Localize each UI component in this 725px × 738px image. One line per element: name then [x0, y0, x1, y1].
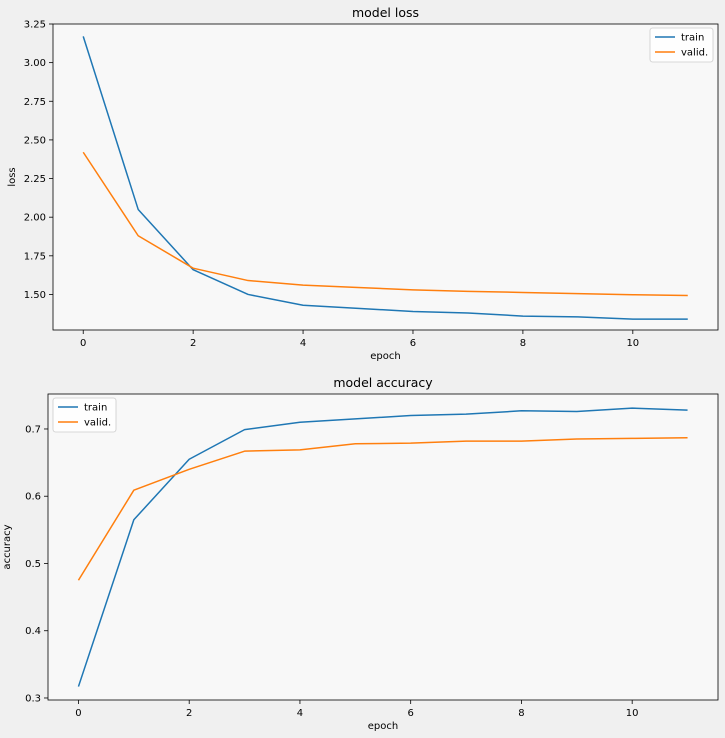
data-point [577, 292, 579, 294]
data-point [188, 468, 190, 470]
data-point [302, 284, 304, 286]
chart-title: model accuracy [333, 375, 433, 390]
data-point [192, 267, 194, 269]
data-point [354, 418, 356, 420]
y-tick-label: 2.75 [24, 97, 46, 108]
data-point [412, 289, 414, 291]
data-point [247, 293, 249, 295]
data-point [243, 450, 245, 452]
data-point [465, 413, 467, 415]
x-tick-label: 4 [297, 708, 303, 719]
x-tick-label: 0 [80, 338, 86, 349]
y-tick-label: 2.00 [24, 213, 46, 224]
y-tick-label: 1.50 [24, 290, 46, 301]
plot-area [53, 24, 718, 330]
data-point [299, 421, 301, 423]
data-point [632, 294, 634, 296]
x-tick-label: 8 [518, 708, 524, 719]
data-point [357, 286, 359, 288]
series-line-train [77, 407, 688, 687]
y-tick-label: 0.7 [25, 424, 41, 435]
chart-accuracy: model accuracy 0 2 4 6 8 10 0.3 0.4 0.5 0.6 0.7 epoc… [2, 375, 719, 732]
data-point [412, 310, 414, 312]
data-point [409, 442, 411, 444]
data-point [520, 410, 522, 412]
plot-area [48, 394, 718, 700]
data-point [82, 151, 84, 153]
data-point [520, 440, 522, 442]
x-tick-label: 10 [626, 708, 639, 719]
data-point [686, 437, 688, 439]
y-tick-label: 3.25 [24, 20, 46, 31]
data-point [687, 294, 689, 296]
data-point [632, 318, 634, 320]
chart-title: model loss [352, 5, 419, 20]
x-tick-label: 4 [300, 338, 306, 349]
data-point [465, 440, 467, 442]
y-axis-label: loss [7, 167, 18, 186]
data-point [133, 489, 135, 491]
data-point [247, 279, 249, 281]
y-tick-label: 0.6 [25, 492, 41, 503]
data-point [188, 458, 190, 460]
data-point [299, 449, 301, 451]
axes-frame [52, 23, 719, 331]
chart-loss: model loss 0 2 4 6 8 10 1.50 1.75 2.00 2.25 2.50 2.7… [7, 5, 719, 362]
x-axis-label: epoch [368, 721, 398, 732]
series-line-valid [82, 151, 688, 297]
x-axis-label: epoch [370, 351, 400, 362]
data-point [576, 410, 578, 412]
data-point [77, 685, 79, 687]
data-point [576, 438, 578, 440]
data-point [77, 579, 79, 581]
axes-frame [47, 393, 719, 701]
data-point [577, 316, 579, 318]
x-tick-label: 2 [186, 708, 192, 719]
x-tick-label: 6 [407, 708, 413, 719]
legend: train valid. [52, 397, 117, 433]
data-point [357, 307, 359, 309]
x-tick-label: 2 [190, 338, 196, 349]
x-tick-label: 6 [410, 338, 416, 349]
legend-label: train [84, 403, 107, 414]
data-point [133, 519, 135, 521]
y-tick-label: 0.4 [25, 626, 41, 637]
y-tick-label: 0.5 [25, 559, 41, 570]
x-tick-label: 8 [520, 338, 526, 349]
y-tick-label: 0.3 [25, 693, 41, 704]
legend-label: valid. [681, 48, 708, 59]
legend-label: valid. [84, 418, 111, 429]
series-line-train [82, 36, 688, 320]
y-tick-label: 2.25 [24, 174, 46, 185]
y-tick-label: 3.00 [24, 58, 46, 69]
series-line-valid [77, 436, 688, 581]
y-tick-label: 1.75 [24, 251, 46, 262]
data-point [137, 235, 139, 237]
legend-label: train [681, 33, 704, 44]
data-point [687, 318, 689, 320]
y-tick-label: 2.50 [24, 135, 46, 146]
data-point [631, 407, 633, 409]
data-point [467, 290, 469, 292]
legend: train valid. [649, 27, 714, 63]
data-point [631, 437, 633, 439]
x-tick-label: 10 [626, 338, 639, 349]
data-point [522, 315, 524, 317]
y-axis-label: accuracy [2, 524, 13, 569]
data-point [686, 409, 688, 411]
data-point [137, 208, 139, 210]
data-point [302, 304, 304, 306]
data-point [522, 291, 524, 293]
data-point [409, 414, 411, 416]
data-point [243, 428, 245, 430]
data-point [354, 443, 356, 445]
data-point [467, 312, 469, 314]
data-point [82, 35, 84, 37]
x-tick-label: 0 [75, 708, 81, 719]
